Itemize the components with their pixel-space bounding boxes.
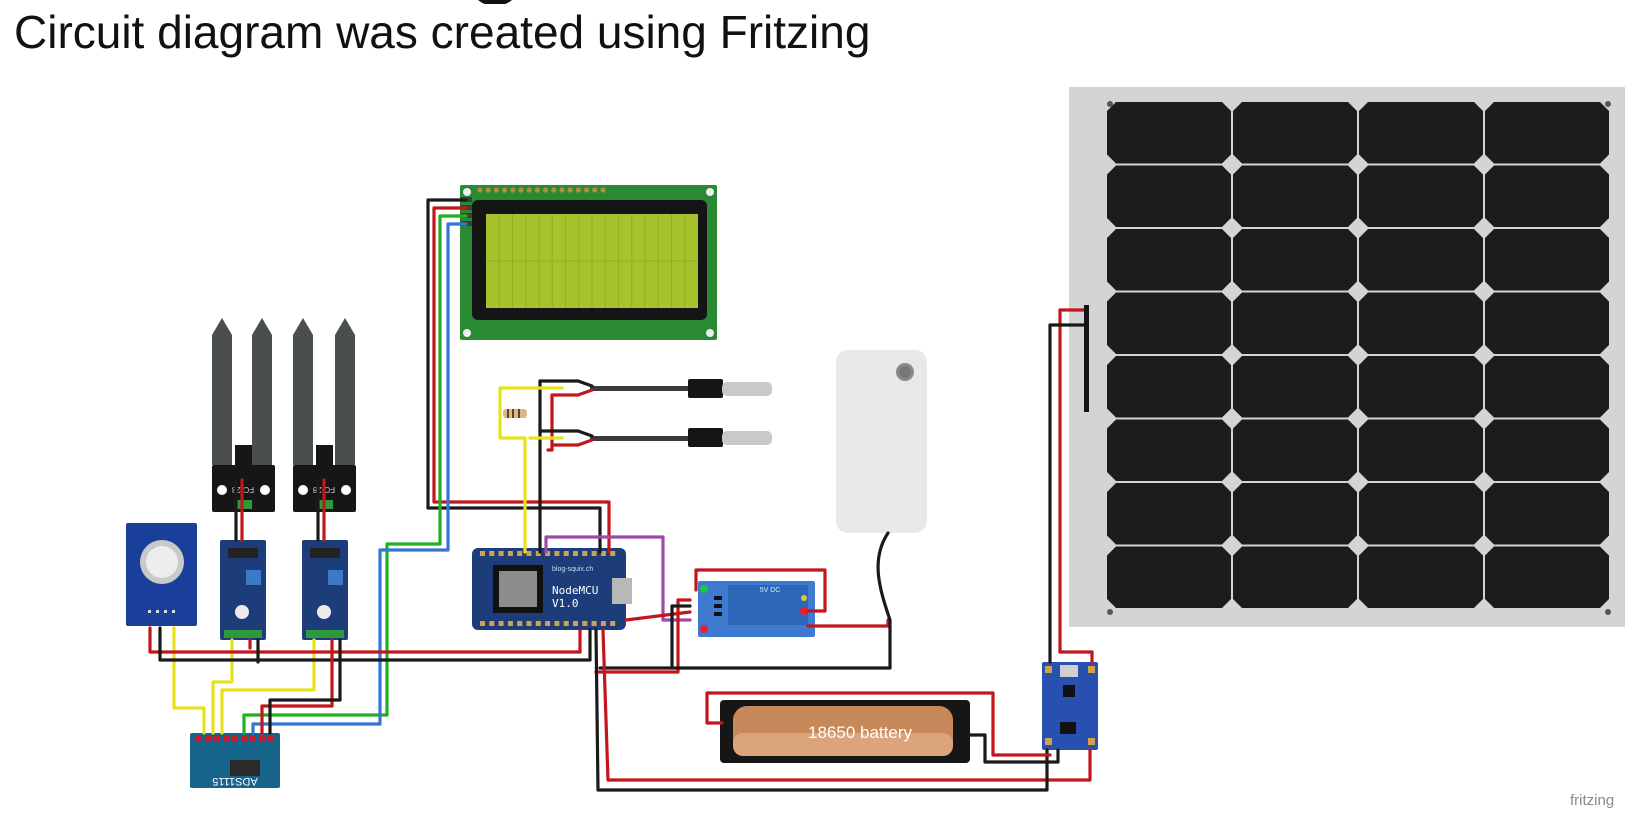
wire-red bbox=[694, 568, 827, 613]
nodemcu-url: blog-squix.ch bbox=[552, 566, 593, 573]
solar-cell bbox=[1485, 229, 1609, 291]
wire-black bbox=[576, 429, 594, 438]
charger-module-icon bbox=[1042, 662, 1098, 750]
solar-cell bbox=[1359, 546, 1483, 608]
temperature-probe-icon bbox=[590, 379, 772, 398]
wire-red bbox=[248, 638, 334, 735]
wire-red bbox=[432, 206, 611, 554]
solar-cell bbox=[1233, 546, 1357, 608]
solar-cell bbox=[1485, 483, 1609, 545]
nodemcu-label-line1: NodeMCU bbox=[552, 584, 598, 597]
nodemcu-label-line2: V1.0 bbox=[552, 597, 579, 610]
soil-board-2 bbox=[302, 540, 348, 640]
solar-cell bbox=[1485, 102, 1609, 164]
solar-cell bbox=[1233, 229, 1357, 291]
solar-cell bbox=[1485, 165, 1609, 227]
wire-black bbox=[158, 626, 592, 662]
wire-blue bbox=[251, 222, 468, 735]
solar-cell bbox=[1485, 546, 1609, 608]
solar-cell bbox=[1485, 419, 1609, 481]
wire-red bbox=[601, 628, 1092, 782]
wire-red bbox=[705, 691, 1052, 757]
wire-yellow bbox=[220, 638, 316, 735]
solar-cell bbox=[1359, 229, 1483, 291]
solar-cell bbox=[1107, 546, 1231, 608]
wire-black bbox=[670, 604, 692, 668]
wire-black bbox=[538, 379, 580, 554]
solar-cell bbox=[1233, 419, 1357, 481]
solar-cell bbox=[1485, 356, 1609, 418]
temperature-probe-2 bbox=[590, 428, 772, 447]
solar-cell bbox=[1107, 483, 1231, 545]
wire-red bbox=[576, 388, 594, 397]
wire-black bbox=[598, 531, 892, 670]
page-title: Circuit diagram was created using Fritzi… bbox=[14, 6, 871, 58]
relay-module-icon: 5V DC bbox=[698, 581, 815, 637]
wire-black bbox=[426, 198, 602, 554]
adc-label: ADS1115 bbox=[212, 775, 257, 787]
solar-cell bbox=[1107, 356, 1231, 418]
battery-label: 18650 battery bbox=[808, 723, 912, 742]
wires bbox=[148, 198, 1094, 792]
solar-cell bbox=[1107, 102, 1231, 164]
solar-cell bbox=[1233, 483, 1357, 545]
solar-cell bbox=[1359, 165, 1483, 227]
lcd-display-icon bbox=[460, 185, 717, 340]
solar-cell bbox=[1359, 102, 1483, 164]
solar-cell bbox=[1233, 102, 1357, 164]
wire-yellow bbox=[498, 386, 564, 554]
cropped-title-glyph bbox=[460, 0, 520, 4]
wire-black bbox=[576, 379, 594, 388]
wire-red bbox=[576, 438, 594, 447]
soil-board-1 bbox=[220, 540, 266, 640]
solar-cell bbox=[1485, 292, 1609, 354]
relay-label: 5V DC bbox=[760, 587, 781, 594]
solar-cell bbox=[1233, 356, 1357, 418]
solar-cell bbox=[1107, 292, 1231, 354]
fritzing-watermark: fritzing bbox=[1570, 792, 1615, 809]
solar-panel-icon bbox=[1069, 87, 1625, 627]
adc-board-icon: ADS1115 bbox=[190, 733, 280, 788]
temperature-probe-1 bbox=[590, 379, 772, 398]
wire-black bbox=[966, 733, 1060, 764]
wire-red bbox=[806, 618, 890, 628]
wire-yellow bbox=[172, 626, 206, 735]
solar-cell bbox=[1107, 165, 1231, 227]
resistor bbox=[503, 409, 527, 418]
light-sensor-icon bbox=[126, 523, 197, 626]
wire-red bbox=[594, 598, 692, 674]
wire-black bbox=[594, 628, 1049, 792]
wire-red bbox=[1058, 308, 1094, 664]
water-pump-icon bbox=[836, 350, 927, 533]
solar-cell bbox=[1359, 483, 1483, 545]
temperature-probe-icon bbox=[590, 428, 772, 447]
wire-green bbox=[242, 214, 468, 735]
solar-lead bbox=[1084, 305, 1089, 412]
solar-cell bbox=[1359, 356, 1483, 418]
wire-black bbox=[1048, 323, 1088, 664]
solar-cell bbox=[1233, 292, 1357, 354]
solar-cell bbox=[1233, 165, 1357, 227]
wire-black bbox=[256, 638, 342, 735]
nodemcu-board: blog-squix.ch NodeMCU V1.0 bbox=[472, 548, 632, 630]
wire-red bbox=[148, 626, 582, 654]
solar-cell bbox=[1107, 229, 1231, 291]
wire-red bbox=[546, 393, 580, 452]
solar-cell bbox=[1359, 292, 1483, 354]
solar-cell bbox=[1359, 419, 1483, 481]
battery-icon: 18650 battery bbox=[720, 700, 970, 763]
solar-cell bbox=[1107, 419, 1231, 481]
